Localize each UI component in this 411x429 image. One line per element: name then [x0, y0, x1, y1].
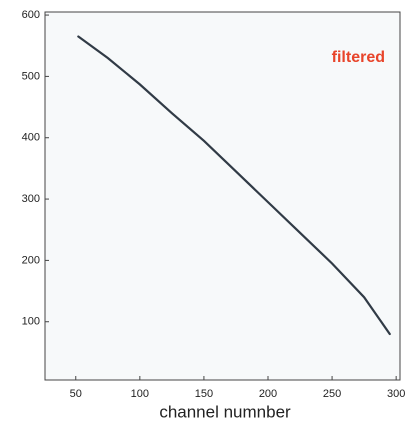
y-tick-label: 100 [22, 316, 40, 328]
y-tick-label: 400 [22, 132, 40, 144]
y-tick-label: 600 [22, 9, 40, 21]
y-tick-label: 300 [22, 193, 40, 205]
x-tick-label: 300 [387, 388, 405, 400]
y-tick-label: 500 [22, 70, 40, 82]
data-line [77, 35, 391, 336]
annotation: filtered [332, 49, 385, 66]
x-tick-label: 200 [259, 388, 277, 400]
x-tick-label: 100 [131, 388, 149, 400]
x-axis-label: channel numnber [159, 402, 291, 421]
x-tick-label: 150 [195, 388, 213, 400]
x-tick-label: 50 [70, 388, 82, 400]
x-tick-label: 250 [323, 388, 341, 400]
y-tick-label: 200 [22, 254, 40, 266]
plot-frame [44, 11, 401, 381]
